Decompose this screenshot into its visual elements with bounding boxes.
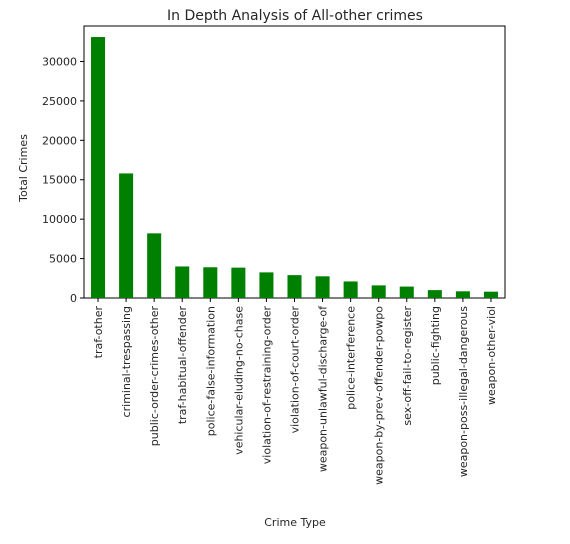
bar-violation-of-restraining-order xyxy=(259,272,274,298)
bar-public-order-crimes-other xyxy=(147,233,162,298)
y-axis-label: Total Crimes xyxy=(17,134,30,203)
bar-police-interference xyxy=(343,281,358,298)
y-tick-label: 25000 xyxy=(42,95,77,108)
bar-weapon-unlawful-discharge-of xyxy=(315,276,330,298)
x-tick-label: police-interference xyxy=(345,306,358,410)
bar-weapon-poss-illegal-dangerous xyxy=(455,291,470,298)
x-tick-label: criminal-trespassing xyxy=(120,306,133,417)
x-axis-label: Crime Type xyxy=(264,516,326,529)
bar-weapon-by-prev-offender-powpo xyxy=(371,285,386,298)
bar-sex-off-fail-to-register xyxy=(399,286,414,298)
bar-weapon-other-viol xyxy=(483,291,498,298)
y-tick-label: 0 xyxy=(70,292,77,305)
x-tick-label: weapon-other-viol xyxy=(485,306,498,405)
bar-police-false-information xyxy=(203,267,218,298)
bar-traf-habitual-offender xyxy=(175,266,190,298)
bar-public-fighting xyxy=(427,290,442,298)
x-tick-label: weapon-by-prev-offender-powpo xyxy=(373,306,386,485)
x-tick-label: public-order-crimes-other xyxy=(148,306,161,447)
bar-vehicular-eluding-no-chase xyxy=(231,267,246,298)
x-tick-label: violation-of-court-order xyxy=(289,306,302,434)
x-axis: traf-other criminal-trespassing public-ord… xyxy=(92,298,498,485)
y-axis: 0 5000 10000 15000 20000 25000 30000 xyxy=(42,55,84,305)
x-tick-label: public-fighting xyxy=(429,306,442,385)
x-tick-label: weapon-unlawful-discharge-of xyxy=(317,305,330,472)
bar-criminal-trespassing xyxy=(119,173,134,298)
x-tick-label: traf-other xyxy=(92,306,105,359)
y-tick-label: 15000 xyxy=(42,174,77,187)
chart-title: In Depth Analysis of All-other crimes xyxy=(167,8,423,24)
bar-traf-other xyxy=(91,37,106,298)
x-tick-label: traf-habitual-offender xyxy=(176,306,189,425)
y-tick-label: 20000 xyxy=(42,134,77,147)
y-tick-label: 30000 xyxy=(42,55,77,68)
bars xyxy=(91,37,498,298)
x-tick-label: weapon-poss-illegal-dangerous xyxy=(457,306,470,477)
x-tick-label: vehicular-eluding-no-chase xyxy=(232,306,245,455)
x-tick-label: violation-of-restraining-order xyxy=(260,306,273,465)
x-tick-label: sex-off-fail-to-register xyxy=(401,306,414,426)
bar-violation-of-court-order xyxy=(287,275,302,298)
x-tick-label: police-false-information xyxy=(204,306,217,436)
y-tick-label: 5000 xyxy=(49,253,77,266)
y-tick-label: 10000 xyxy=(42,213,77,226)
